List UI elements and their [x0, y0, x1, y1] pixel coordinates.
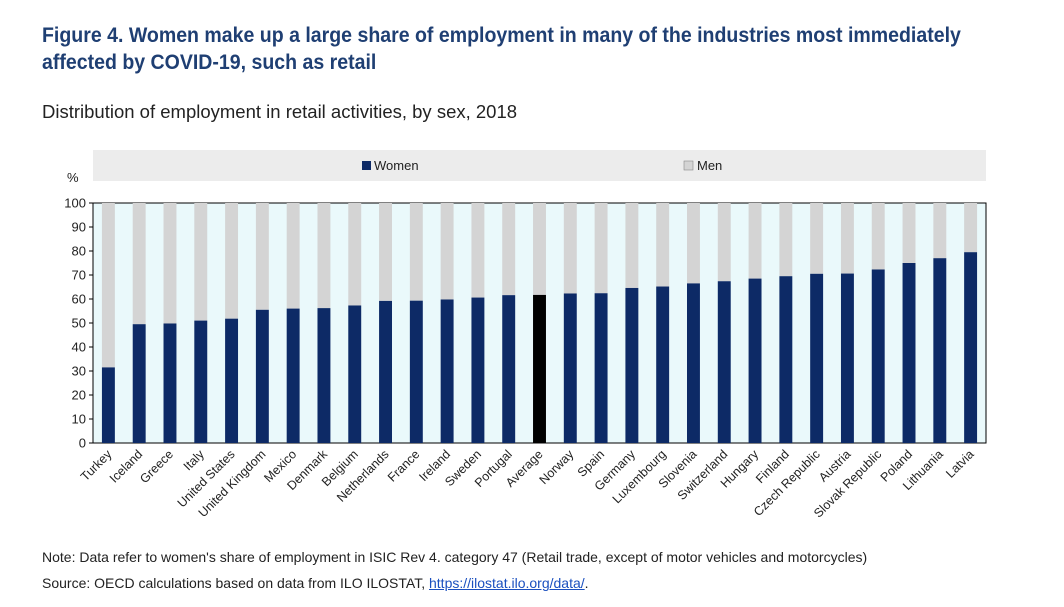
source-line: Source: OECD calculations based on data … [42, 575, 589, 591]
bar-chart: Women Men % 0 10 20 30 40 50 60 70 80 90 100 Turke… [64, 150, 987, 521]
bar-men [871, 203, 885, 270]
x-tick-label: Latvia [943, 447, 977, 481]
legend-swatch-women [362, 161, 371, 170]
legend-label-men: Men [697, 158, 722, 173]
bar-women [656, 286, 670, 443]
bar-men [255, 203, 269, 310]
bar-women [964, 252, 978, 443]
bar-women [748, 278, 762, 443]
bar-women [225, 318, 239, 443]
y-tick-label: 50 [72, 316, 86, 331]
source-link[interactable]: https://ilostat.ilo.org/data/ [429, 575, 585, 591]
x-tick-label: Greece [137, 447, 176, 486]
legend: Women Men [362, 158, 722, 173]
bar-women [779, 276, 793, 443]
figure-title: Figure 4. Women make up a large share of… [42, 24, 961, 74]
bar-men [471, 203, 485, 298]
bar-men [902, 203, 916, 263]
legend-swatch-men [683, 160, 694, 171]
bar-men [686, 203, 700, 284]
bar-women [563, 293, 577, 443]
legend-background [93, 150, 986, 181]
source-suffix: . [584, 575, 589, 591]
bar-men [225, 203, 239, 319]
bar-men [964, 203, 978, 253]
x-tick-label: Norway [537, 447, 577, 487]
note-text: Note: Data refer to women's share of emp… [42, 549, 868, 565]
bars [101, 203, 978, 443]
x-tick-label: France [385, 447, 422, 484]
y-axis-ticks: 0 10 20 30 40 50 60 70 80 90 100 [64, 196, 93, 451]
bar-men [194, 203, 208, 321]
bar-men [379, 203, 393, 301]
y-tick-label: 40 [72, 340, 86, 355]
bar-women [255, 309, 269, 443]
bar-women [317, 308, 331, 443]
bar-men [101, 203, 115, 368]
bar-women [933, 258, 947, 443]
y-tick-label: 60 [72, 292, 86, 307]
bar-men [317, 203, 331, 309]
bar-women [409, 300, 423, 443]
bar-women [871, 269, 885, 443]
bar-women [163, 323, 177, 443]
bar-men [132, 203, 146, 325]
bar-women [101, 367, 115, 443]
bar-men [810, 203, 824, 274]
bar-women [286, 308, 300, 443]
bar-men [656, 203, 670, 287]
bar-women [502, 295, 516, 443]
bar-women [810, 273, 824, 443]
y-tick-label: 10 [72, 412, 86, 427]
bar-women [348, 305, 362, 443]
y-tick-label: 20 [72, 388, 86, 403]
bar-women-average [533, 294, 546, 443]
y-tick-label: 70 [72, 268, 86, 283]
bar-women [902, 263, 916, 443]
bar-women [132, 324, 146, 443]
bar-men [748, 203, 762, 279]
bar-women [840, 273, 854, 443]
y-tick-label: 100 [64, 196, 86, 211]
y-tick-label: 30 [72, 364, 86, 379]
bar-men [409, 203, 423, 301]
figure-subtitle: Distribution of employment in retail act… [42, 101, 518, 122]
bar-men [533, 203, 546, 295]
bar-men [348, 203, 362, 306]
bar-men [286, 203, 300, 309]
y-tick-label: 0 [79, 436, 86, 451]
bar-women [379, 300, 393, 443]
y-axis-unit: % [67, 170, 79, 185]
bar-women [194, 320, 208, 443]
legend-label-women: Women [374, 158, 419, 173]
bar-men [594, 203, 608, 294]
bar-women [717, 281, 731, 443]
bar-men [840, 203, 854, 274]
bar-men [440, 203, 454, 300]
bar-men [502, 203, 516, 296]
bar-men [717, 203, 731, 282]
bar-women [471, 297, 485, 443]
bar-men [163, 203, 177, 324]
bar-men [625, 203, 639, 288]
y-tick-label: 80 [72, 244, 86, 259]
source-prefix: Source: OECD calculations based on data … [42, 575, 429, 591]
bar-men [779, 203, 793, 277]
bar-men [933, 203, 947, 259]
bar-women [594, 293, 608, 443]
y-tick-label: 90 [72, 220, 86, 235]
bar-women [625, 287, 639, 443]
bar-women [686, 283, 700, 443]
x-tick-label: Italy [181, 447, 208, 474]
bar-men [563, 203, 577, 294]
bar-women [440, 299, 454, 443]
